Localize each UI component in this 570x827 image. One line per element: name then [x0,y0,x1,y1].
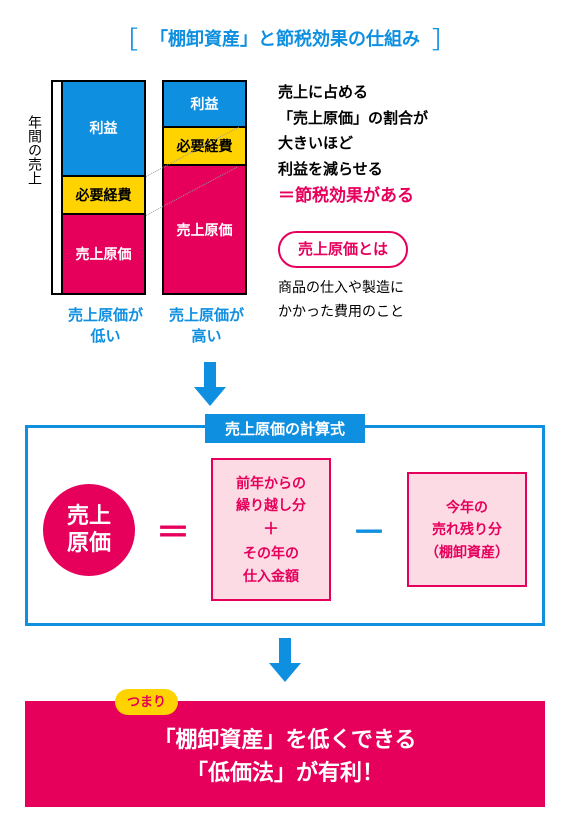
cogs-circle: 売上 原価 [43,484,135,576]
definition-text2: かかった費用のこと [278,300,545,324]
bar-right: 利益 必要経費 売上原価 [162,80,247,295]
conclusion-box: つまり 「棚卸資産」を低くできる 「低価法」が有利！ [25,701,545,807]
term1-l3: その年の [223,542,319,564]
definition-box: 売上原価とは 商品の仕入や製造に かかった費用のこと [278,231,545,324]
term2-l3: （棚卸資産） [419,541,515,563]
formula-title: 売上原価の計算式 [205,414,365,443]
explain-line2: 「売上原価」の割合が [278,106,545,132]
bars-area: 年間の売上 利益 必要経費 売上原価 売上原価が 低い 利益 必要経費 [25,80,263,347]
explain-highlight: ＝節税効果がある [278,182,545,211]
term2-l2: 売れ残り分 [419,518,515,540]
top-section: 年間の売上 利益 必要経費 売上原価 売上原価が 低い 利益 必要経費 [25,80,545,347]
seg-cogs-left: 売上原価 [63,215,144,293]
bar-high-cogs: 利益 必要経費 売上原価 売上原価が 高い [162,80,251,347]
term1-l1: 前年からの [223,472,319,494]
seg-profit-right: 利益 [164,82,245,128]
explain-line3: 大きいほど [278,131,545,157]
conclusion-line2: 「低価法」が有利！ [35,756,535,789]
annual-sales-label: 年間の売上 [25,80,45,295]
explanation-text: 売上に占める 「売上原価」の割合が 大きいほど 利益を減らせる ＝節税効果がある… [278,80,545,347]
explain-line4: 利益を減らせる [278,157,545,183]
term1-box: 前年からの 繰り越し分 ＋ その年の 仕入金額 [211,458,331,601]
term2-l1: 今年の [419,496,515,518]
bar-low-cogs: 利益 必要経費 売上原価 売上原価が 低い [61,80,150,347]
definition-label: 売上原価とは [278,231,408,269]
arrow-icon [265,638,305,683]
seg-profit-left: 利益 [63,82,144,177]
formula-row: 売上 原価 ＝ 前年からの 繰り越し分 ＋ その年の 仕入金額 － 今年の 売れ… [43,458,527,601]
minus-sign: － [352,505,386,554]
bar-left: 利益 必要経費 売上原価 [61,80,146,295]
diagram-title: ［ 「棚卸資産」と節税効果の仕組み ］ [25,20,545,55]
arrow-icon [190,362,230,407]
conclusion-line1: 「棚卸資産」を低くできる [35,723,535,756]
vertical-bracket [51,80,53,295]
caption-right: 売上原価が 高い [164,305,249,347]
caption-left: 売上原価が 低い [63,305,148,347]
formula-box: 売上原価の計算式 売上 原価 ＝ 前年からの 繰り越し分 ＋ その年の 仕入金額… [25,425,545,626]
title-text: 「棚卸資産」と節税効果の仕組み [150,25,420,51]
bracket-left: ［ [114,20,138,55]
equals-sign: ＝ [156,505,190,554]
arrow-down-1 [0,362,545,407]
term1-plus: ＋ [223,517,319,543]
tsumari-badge: つまり [115,689,178,715]
term1-l4: 仕入金額 [223,565,319,587]
seg-expense-left: 必要経費 [63,177,144,215]
term2-box: 今年の 売れ残り分 （棚卸資産） [407,472,527,587]
arrow-down-2 [25,638,545,683]
definition-text1: 商品の仕入や製造に [278,276,545,300]
explain-line1: 売上に占める [278,80,545,106]
term1-l2: 繰り越し分 [223,494,319,516]
bracket-right: ］ [432,20,456,55]
seg-cogs-right: 売上原価 [164,166,245,293]
